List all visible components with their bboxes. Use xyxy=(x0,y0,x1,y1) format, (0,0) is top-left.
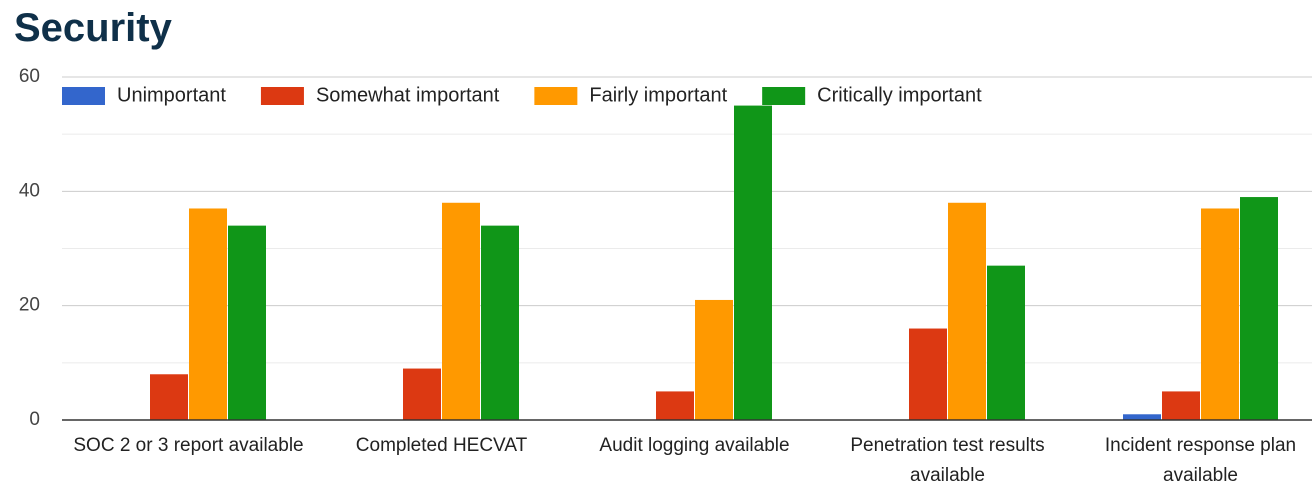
bar xyxy=(189,208,227,420)
bar xyxy=(1162,391,1200,420)
chart-title: Security xyxy=(14,6,172,50)
x-tick-label: Completed HECVAT xyxy=(355,435,528,456)
x-tick-label: SOC 2 or 3 report available xyxy=(73,435,304,456)
bar xyxy=(1123,414,1161,420)
bar xyxy=(948,202,986,420)
y-tick-label: 0 xyxy=(29,409,40,430)
bar xyxy=(656,391,694,420)
bar xyxy=(695,299,733,420)
bar xyxy=(734,105,772,420)
legend-swatch xyxy=(534,87,578,105)
bar xyxy=(987,265,1025,420)
x-tick-label: Incident response plan available xyxy=(1104,435,1297,483)
bar xyxy=(442,202,480,420)
bar xyxy=(228,225,266,420)
bar xyxy=(481,225,519,420)
legend-label: Fairly important xyxy=(589,84,727,106)
legend-swatch xyxy=(260,87,304,105)
y-tick-label: 20 xyxy=(19,295,40,316)
y-tick-label: 40 xyxy=(19,180,40,201)
bar xyxy=(909,328,947,420)
bar xyxy=(1240,197,1278,420)
x-tick-label: Audit logging available xyxy=(599,435,790,456)
bar xyxy=(1201,208,1239,420)
x-tick-label: Penetration test results available xyxy=(850,435,1045,483)
legend-swatch xyxy=(62,87,105,105)
legend-label: Unimportant xyxy=(117,84,226,106)
legend-swatch xyxy=(762,87,806,105)
legend-label: Somewhat important xyxy=(316,84,500,106)
y-tick-label: 60 xyxy=(19,66,40,87)
bar xyxy=(403,368,441,420)
legend-label: Critically important xyxy=(817,84,982,106)
bar xyxy=(150,374,188,420)
